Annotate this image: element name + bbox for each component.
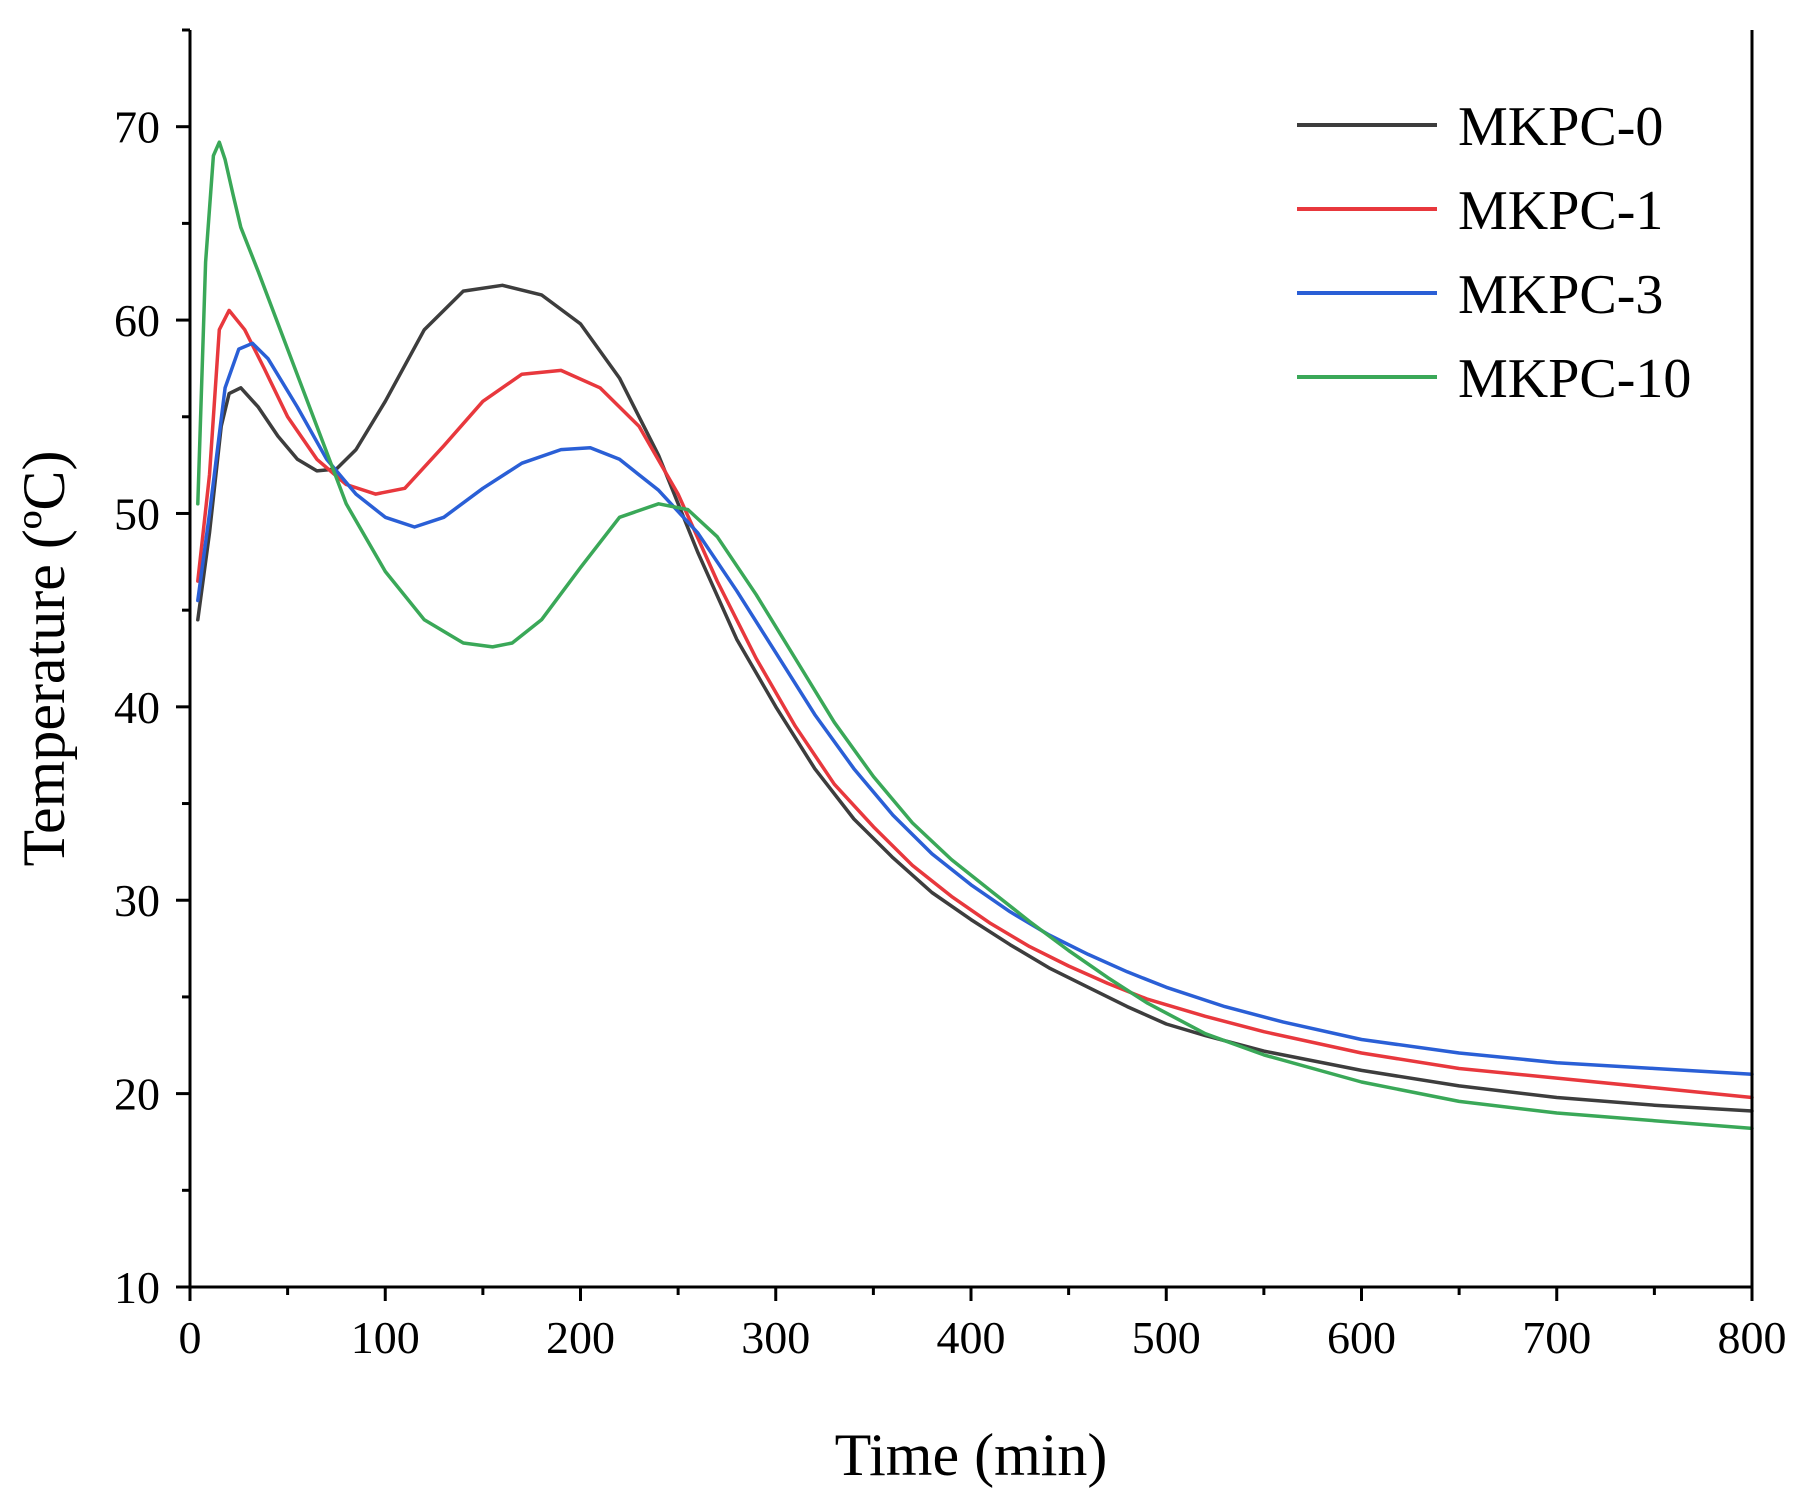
y-tick-label: 50 — [114, 488, 160, 539]
y-tick-label: 40 — [114, 682, 160, 733]
x-tick-label: 700 — [1522, 1312, 1591, 1363]
x-tick-label: 0 — [179, 1312, 202, 1363]
series-line-mkpc-0 — [196, 283, 1754, 1113]
y-tick-label: 70 — [114, 102, 160, 153]
x-tick-label: 600 — [1327, 1312, 1396, 1363]
y-tick-label: 30 — [114, 875, 160, 926]
legend-label: MKPC-0 — [1458, 96, 1663, 158]
legend-label: MKPC-1 — [1458, 180, 1663, 242]
series-line-mkpc-3 — [196, 341, 1754, 1077]
y-axis-title: Temperature (ºC) — [11, 451, 77, 867]
legend-label: MKPC-10 — [1458, 348, 1691, 410]
x-tick-label: 400 — [937, 1312, 1006, 1363]
y-tick-label: 60 — [114, 295, 160, 346]
x-tick-label: 500 — [1132, 1312, 1201, 1363]
y-tick-label: 20 — [114, 1069, 160, 1120]
x-axis-title: Time (min) — [835, 1422, 1108, 1488]
legend: MKPC-0 MKPC-1 MKPC-3 MKPC-10 — [1297, 96, 1691, 410]
ticks-layer: 0 100 200 300 400 500 600 700 800 10 20 30 40 50 60 70 — [114, 28, 1787, 1363]
x-tick-label: 300 — [741, 1312, 810, 1363]
x-tick-label: 100 — [351, 1312, 420, 1363]
series-line-mkpc-10 — [196, 140, 1754, 1131]
series-line-mkpc-1 — [196, 308, 1754, 1100]
y-tick-label: 10 — [114, 1262, 160, 1313]
x-tick-label: 800 — [1718, 1312, 1787, 1363]
x-tick-label: 200 — [546, 1312, 615, 1363]
series-layer — [196, 140, 1754, 1131]
legend-label: MKPC-3 — [1458, 264, 1663, 326]
